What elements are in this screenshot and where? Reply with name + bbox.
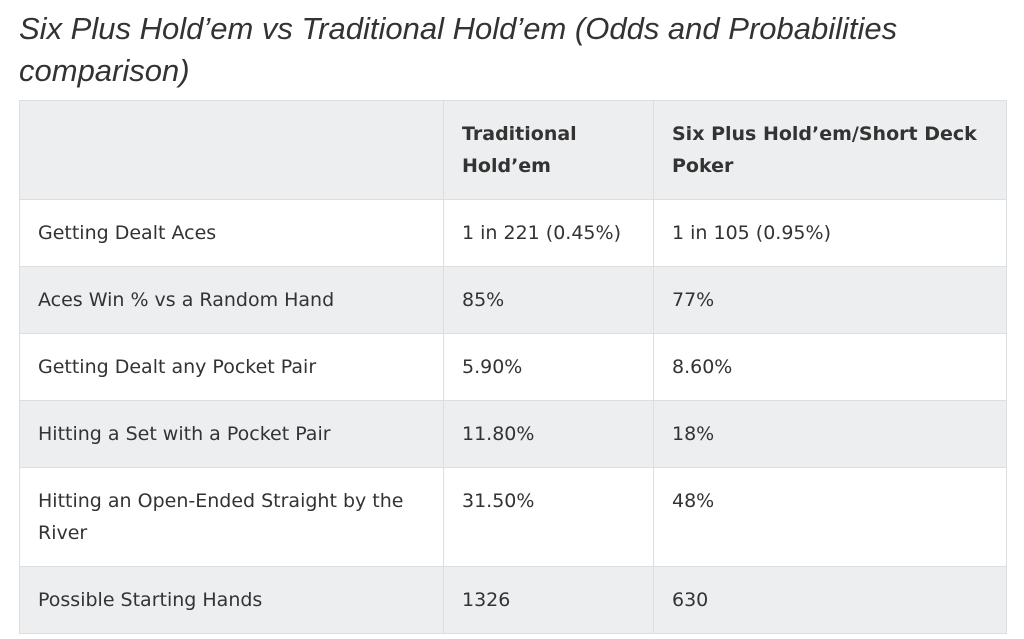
header-cell: Traditional Hold’em: [443, 100, 654, 200]
table-row: Getting Dealt Aces 1 in 221 (0.45%) 1 in 1…: [19, 199, 1007, 267]
table-row: Hitting an Open-Ended Straight by the Ri…: [19, 467, 1007, 567]
cell-value: 1 in 221 (0.45%): [443, 199, 654, 267]
page-title: Six Plus Hold’em vs Traditional Hold’em …: [19, 11, 898, 88]
table-row: Hitting a Set with a Pocket Pair 11.80% 18…: [19, 400, 1007, 468]
cell-value: 11.80%: [443, 400, 654, 468]
cell-value: 77%: [653, 266, 1007, 334]
row-label: Getting Dealt Aces: [19, 199, 444, 267]
cell-value: 1326: [443, 566, 654, 634]
header-cell: Six Plus Hold’em/Short Deck Poker: [653, 100, 1007, 200]
cell-value: 31.50%: [443, 467, 654, 567]
table-row: Getting Dealt any Pocket Pair 5.90% 8.60%: [19, 333, 1007, 401]
cell-value: 5.90%: [443, 333, 654, 401]
table-body: Getting Dealt Aces 1 in 221 (0.45%) 1 in 1…: [19, 199, 1007, 634]
cell-value: 85%: [443, 266, 654, 334]
cell-value: 18%: [653, 400, 1007, 468]
cell-value: 630: [653, 566, 1007, 634]
odds-table: Traditional Hold’em Six Plus Hold’em/Sho…: [19, 100, 1007, 634]
row-label: Hitting an Open-Ended Straight by the Ri…: [19, 467, 444, 567]
table-row: Possible Starting Hands 1326 630: [19, 566, 1007, 634]
cell-value: 8.60%: [653, 333, 1007, 401]
row-label: Aces Win % vs a Random Hand: [19, 266, 444, 334]
cell-value: 48%: [653, 467, 1007, 567]
row-label: Hitting a Set with a Pocket Pair: [19, 400, 444, 468]
cell-value: 1 in 105 (0.95%): [653, 199, 1007, 267]
table-row: Aces Win % vs a Random Hand 85% 77%: [19, 266, 1007, 334]
row-label: Getting Dealt any Pocket Pair: [19, 333, 444, 401]
header-row: Traditional Hold’em Six Plus Hold’em/Sho…: [19, 100, 1007, 200]
header-cell: [19, 100, 444, 200]
row-label: Possible Starting Hands: [19, 566, 444, 634]
